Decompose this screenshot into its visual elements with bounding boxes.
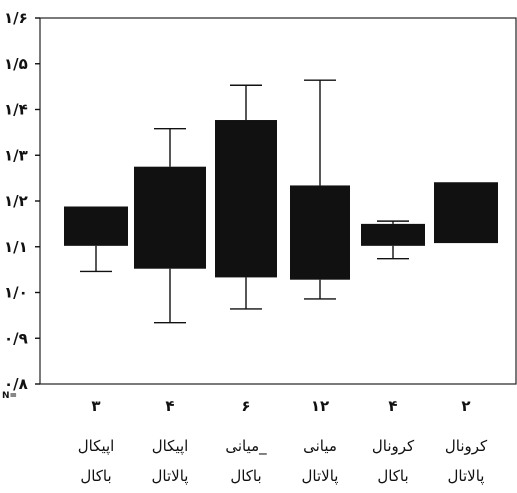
- category-label-line1: کرونال: [445, 437, 488, 455]
- category-label-line1: اپیکال: [78, 437, 115, 456]
- y-tick-label: ۱/۱: [4, 238, 28, 256]
- category-n-label: ۶: [241, 397, 250, 415]
- category-n-label: ۱۲: [311, 397, 329, 415]
- y-tick-label: ۱/۴: [4, 101, 28, 119]
- y-tick-label: ۱/۰: [4, 284, 28, 302]
- category-n-label: ۴: [388, 397, 397, 415]
- y-tick-label: ۱/۲: [4, 192, 28, 210]
- category-label-line2: باکال: [230, 467, 261, 485]
- category-label-line2: پالاتال: [448, 467, 485, 486]
- category-label-line2: باکال: [377, 467, 408, 485]
- category-label-line2: باکال: [80, 467, 111, 485]
- box-2: [215, 120, 277, 278]
- y-tick-label: ۱/۳: [4, 146, 28, 164]
- y-tick-label: ۱/۵: [4, 55, 28, 73]
- y-tick-label: ۰/۸: [4, 375, 28, 393]
- category-label-line1: اپیکال: [152, 437, 189, 456]
- box-4: [361, 223, 425, 246]
- box-3: [290, 185, 350, 280]
- y-tick-label: ۱/۶: [4, 9, 28, 27]
- category-label-line1: میانی: [303, 437, 337, 455]
- n-equals-label: N=: [2, 391, 17, 401]
- box-0: [64, 206, 128, 246]
- category-label-line1: کرونال: [372, 437, 415, 455]
- box-5: [434, 182, 498, 244]
- category-n-label: ۴: [165, 397, 174, 415]
- category-n-label: ۲: [461, 397, 470, 415]
- category-label-line2: پالاتال: [152, 467, 189, 486]
- category-label-line2: پالاتال: [302, 467, 339, 486]
- box-1: [134, 166, 206, 269]
- y-tick-label: ۰/۹: [4, 329, 28, 347]
- category-label-line1: _میانی: [225, 437, 267, 456]
- category-n-label: ۳: [91, 397, 100, 415]
